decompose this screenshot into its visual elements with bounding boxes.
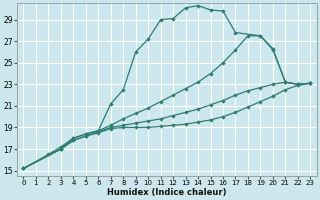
X-axis label: Humidex (Indice chaleur): Humidex (Indice chaleur) (107, 188, 227, 197)
